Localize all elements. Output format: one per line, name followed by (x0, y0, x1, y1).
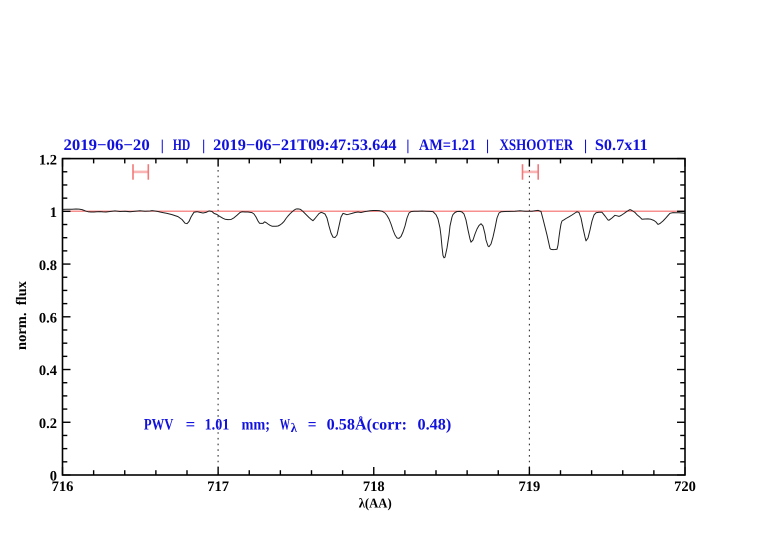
svg-text:0.4: 0.4 (39, 363, 57, 379)
svg-text:PWV: PWV (144, 416, 174, 433)
svg-text:λ(AA): λ(AA) (359, 496, 392, 511)
svg-text:0.58Å(corr:: 0.58Å(corr: (327, 415, 407, 433)
svg-text:1: 1 (50, 205, 57, 221)
svg-text:|: | (486, 138, 489, 154)
svg-text:S0.7x11: S0.7x11 (595, 137, 648, 154)
svg-text:0.48): 0.48) (418, 416, 452, 433)
svg-text:2019−06−21T09:47:53.644: 2019−06−21T09:47:53.644 (213, 137, 396, 154)
svg-text:720: 720 (674, 479, 696, 495)
svg-text:0: 0 (50, 469, 57, 485)
svg-text:2019−06−20: 2019−06−20 (64, 137, 150, 154)
svg-text:718: 718 (363, 479, 385, 495)
svg-text:716: 716 (52, 479, 74, 495)
svg-text:=: = (186, 416, 196, 433)
svg-text:norm. flux: norm. flux (14, 280, 30, 350)
svg-text:1.2: 1.2 (39, 152, 57, 168)
svg-text:=: = (308, 416, 317, 433)
svg-text:λ: λ (291, 420, 298, 435)
svg-text:W: W (280, 416, 290, 433)
svg-text:|: | (161, 138, 164, 154)
svg-text:mm;: mm; (242, 416, 271, 433)
svg-text:717: 717 (207, 479, 229, 495)
svg-text:|: | (202, 138, 205, 154)
svg-text:|: | (406, 138, 409, 154)
svg-text:719: 719 (519, 479, 541, 495)
svg-text:0.2: 0.2 (39, 416, 57, 432)
svg-text:0.8: 0.8 (39, 258, 57, 274)
svg-text:|: | (584, 138, 587, 154)
svg-text:XSHOOTER: XSHOOTER (500, 137, 574, 154)
svg-text:1.01: 1.01 (205, 416, 230, 433)
svg-text:0.6: 0.6 (39, 311, 57, 327)
svg-text:AM=1.21: AM=1.21 (419, 137, 476, 154)
svg-text:HD: HD (173, 137, 190, 154)
